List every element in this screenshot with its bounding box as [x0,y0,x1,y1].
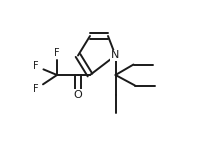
Text: F: F [33,61,39,71]
Text: F: F [54,48,60,58]
Text: N: N [111,51,120,60]
Text: O: O [74,90,82,99]
Text: F: F [33,84,39,93]
